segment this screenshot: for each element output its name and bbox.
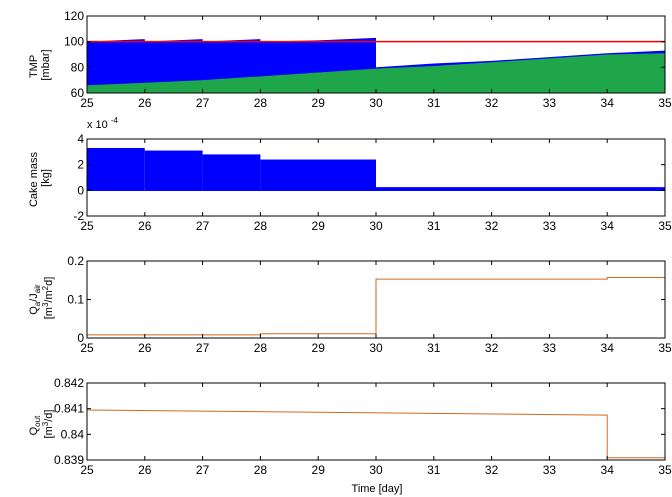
- qa-jair-xtick-label: 29: [312, 341, 326, 355]
- q-out-xtick-label: 35: [658, 463, 672, 477]
- q-out-xtick-label: 33: [543, 463, 557, 477]
- q-out-panel: 0.839 0.84 0.841 0.842 25 26 27 28 29 30 31 32 33 34…: [28, 376, 672, 477]
- cake-mass-xtick-label: 27: [196, 219, 210, 233]
- qa-jair-xtick-label: 26: [138, 341, 152, 355]
- q-out-ylabel: Qout [m3/d]: [28, 410, 55, 439]
- qa-jair-xtick-label: 32: [485, 341, 499, 355]
- tmp-ytick-label: 60: [71, 86, 85, 100]
- tmp-ytick-label: 120: [64, 9, 84, 23]
- q-out-plot-frame: [86, 382, 666, 461]
- q-out-xtick-label: 29: [312, 463, 326, 477]
- cake-mass-xtick-label: 25: [80, 219, 94, 233]
- x-axis-label: Time [day]: [352, 483, 403, 495]
- q-out-xtick-label: 34: [601, 463, 615, 477]
- tmp-xtick-label: 33: [543, 96, 557, 110]
- q-out-xtick-label: 25: [80, 463, 94, 477]
- tmp-xtick-label: 25: [80, 96, 94, 110]
- qa-jair-ytick-label: 0.1: [67, 293, 84, 307]
- tmp-xtick-label: 35: [658, 96, 672, 110]
- q-out-ytick-label: 0.84: [61, 427, 85, 441]
- qa-jair-xtick-label: 30: [369, 341, 383, 355]
- cake-mass-segment: [202, 154, 261, 191]
- cake-mass-xtick-label: 30: [369, 219, 383, 233]
- cake-mass-xtick-label: 34: [601, 219, 615, 233]
- cake-mass-xtick-label: 29: [312, 219, 326, 233]
- q-out-ytick-label: 0.842: [54, 376, 84, 390]
- cake-mass-segment: [376, 187, 665, 191]
- cake-mass-ytick-label: -2: [73, 209, 84, 223]
- q-out-xtick-label: 27: [196, 463, 210, 477]
- cake-mass-xtick-label: 33: [543, 219, 557, 233]
- qa-jair-xtick-label: 27: [196, 341, 210, 355]
- q-out-ytick-label: 0.841: [54, 402, 84, 416]
- tmp-panel: 60 80 100 120 25 26 27 28 29 30 31 32 33 34 35 TMP [m…: [28, 9, 672, 110]
- q-out-xtick-label: 26: [138, 463, 152, 477]
- q-out-xtick-label: 31: [427, 463, 441, 477]
- tmp-ylabel: TMP [mbar]: [28, 49, 52, 80]
- cake-mass-xtick-label: 31: [427, 219, 441, 233]
- q-out-ytick-label: 0.839: [54, 453, 84, 467]
- tmp-ytick-label: 100: [64, 35, 84, 49]
- tmp-xtick-label: 32: [485, 96, 499, 110]
- cake-mass-xtick-label: 28: [254, 219, 268, 233]
- qa-jair-xtick-label: 33: [543, 341, 557, 355]
- tmp-ytick-label: 80: [71, 60, 85, 74]
- q-out-line: [86, 409, 665, 459]
- cake-mass-xtick-label: 35: [658, 219, 672, 233]
- tmp-xtick-label: 34: [601, 96, 615, 110]
- cake-mass-ytick-label: 2: [77, 158, 84, 172]
- tmp-xtick-label: 28: [254, 96, 268, 110]
- qa-jair-xtick-label: 35: [658, 341, 672, 355]
- q-out-xtick-label: 28: [254, 463, 268, 477]
- qa-jair-xtick-label: 28: [254, 341, 268, 355]
- cake-mass-ylabel: Cake mass [kg]: [28, 149, 52, 207]
- qa-jair-ytick-label: 0.2: [67, 254, 84, 268]
- qa-jair-ylabel: Qa/Jair [m3/m2d]: [28, 277, 55, 320]
- tmp-green-area: [87, 53, 665, 93]
- tmp-xtick-label: 30: [369, 96, 383, 110]
- cake-mass-scale-label: x 10 -4: [87, 116, 119, 131]
- qa-jair-panel: 0 0.1 0.2 25 26 27 28 29 30 31 32 33 34 35 Qa/Jair […: [28, 254, 672, 355]
- cake-mass-ytick-label: 4: [77, 132, 84, 146]
- q-out-xtick-label: 30: [369, 463, 383, 477]
- qa-jair-ytick-label: 0: [77, 331, 84, 345]
- tmp-xtick-label: 27: [196, 96, 210, 110]
- cake-mass-xtick-label: 26: [138, 219, 152, 233]
- tmp-xtick-label: 26: [138, 96, 152, 110]
- tmp-xtick-label: 29: [312, 96, 326, 110]
- q-out-xtick-label: 32: [485, 463, 499, 477]
- cake-mass-segment: [144, 150, 203, 191]
- cake-mass-segment: [87, 147, 145, 191]
- qa-jair-xtick-label: 25: [80, 341, 94, 355]
- cake-mass-segment: [260, 159, 376, 191]
- cake-mass-ytick-label: 0: [77, 183, 84, 197]
- qa-jair-xtick-label: 31: [427, 341, 441, 355]
- cake-mass-xtick-label: 32: [485, 219, 499, 233]
- tmp-xtick-label: 31: [427, 96, 441, 110]
- qa-jair-xtick-label: 34: [601, 341, 615, 355]
- qa-jair-line: [87, 277, 665, 336]
